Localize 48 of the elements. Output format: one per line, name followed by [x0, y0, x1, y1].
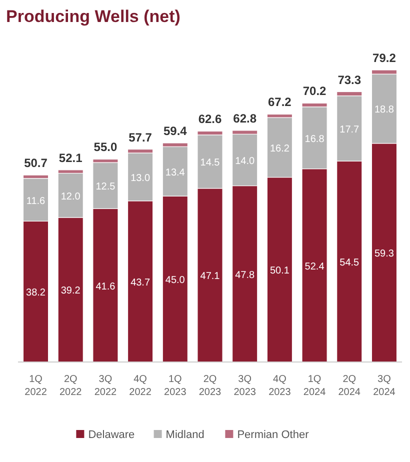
data-label: 16.2	[270, 143, 290, 154]
x-tick-label: 1Q 2022	[24, 374, 48, 398]
total-label: 79.2	[372, 51, 396, 65]
data-label: 18.8	[374, 104, 394, 116]
data-label: 12.5	[96, 182, 116, 193]
total-label: 62.8	[233, 111, 257, 126]
x-tick-label: 3Q 2024	[373, 374, 396, 398]
x-tick-label: 2Q 2023	[198, 374, 222, 398]
data-label: 52.4	[304, 261, 325, 272]
data-label: 43.7	[130, 277, 150, 288]
data-label: 50.1	[270, 266, 290, 277]
data-label: 47.1	[200, 271, 220, 282]
total-label: 59.4	[163, 124, 188, 138]
total-label: 57.7	[128, 130, 152, 144]
data-label: 11.6	[26, 196, 46, 207]
x-tick-label: 4Q 2023	[268, 374, 292, 398]
data-label: 45.0	[165, 275, 186, 286]
total-label: 50.7	[24, 156, 48, 170]
x-tick-label: 3Q 2023	[234, 374, 256, 398]
legend-label: Delaware	[88, 429, 135, 441]
x-tick-label: 1Q 2024	[303, 374, 326, 398]
data-label: 12.0	[60, 191, 81, 202]
x-tick-label: 3Q 2022	[94, 374, 118, 398]
data-label: 17.7	[340, 124, 360, 136]
total-label: 55.0	[94, 140, 118, 154]
x-tick-label: 2Q 2024	[338, 374, 361, 398]
x-tick-label: 2Q 2022	[59, 374, 82, 398]
x-tick-label: 1Q 2023	[164, 374, 187, 398]
legend-label: Midland	[166, 429, 204, 441]
total-label: 62.6	[198, 112, 222, 126]
data-label: 39.2	[60, 286, 81, 297]
data-label: 13.0	[130, 172, 150, 184]
data-label: 47.8	[235, 270, 256, 281]
x-tick-label: 4Q 2022	[129, 374, 152, 398]
chart-title: Producing Wells (net)	[6, 7, 180, 26]
total-label: 67.2	[268, 95, 292, 110]
total-label: 70.2	[302, 84, 327, 98]
data-label: 54.5	[340, 258, 360, 269]
total-label: 73.3	[338, 72, 362, 87]
legend-label: Permian Other	[237, 429, 310, 441]
data-label: 59.3	[374, 248, 394, 260]
data-label: 14.0	[235, 156, 256, 167]
data-label: 16.8	[304, 134, 325, 145]
data-label: 14.5	[200, 158, 220, 169]
data-label: 13.4	[165, 167, 186, 178]
data-label: 38.2	[26, 288, 46, 299]
total-label: 52.1	[58, 150, 83, 165]
data-label: 41.6	[96, 281, 116, 292]
